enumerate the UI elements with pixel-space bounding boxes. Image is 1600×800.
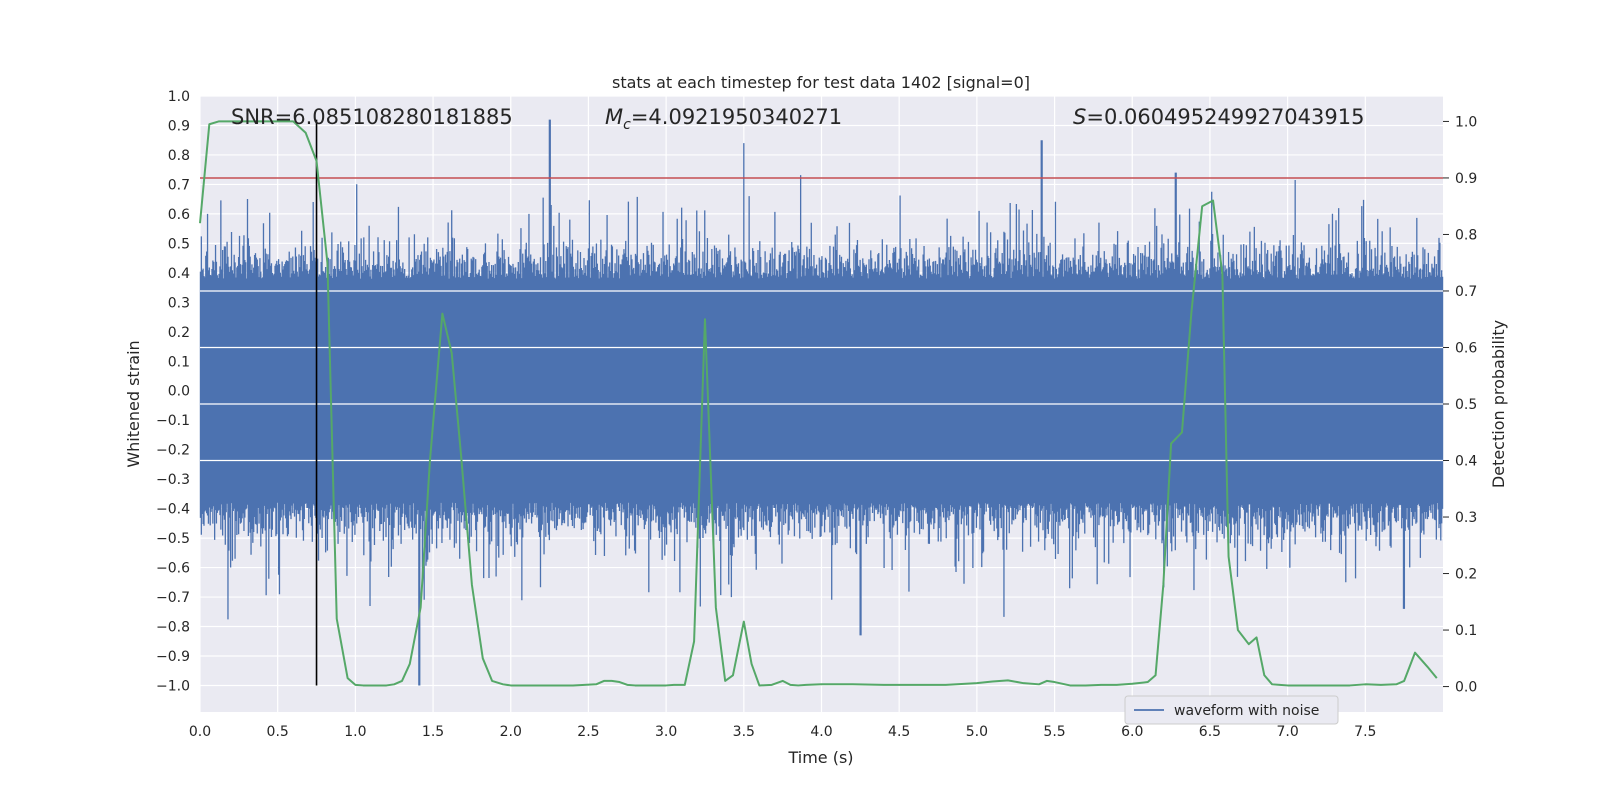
y-tick-label: −0.4 <box>156 502 190 518</box>
y2-tick-labels: 1.0 0.9 0.8 0.7 0.6 0.5 0.4 0.3 0.2 0.1 0.0 <box>1443 114 1477 696</box>
y2-tick-label: 1.0 <box>1455 114 1477 130</box>
y-tick-label: 0.7 <box>168 177 190 193</box>
y2-tick-label: 0.7 <box>1455 284 1477 300</box>
y-tick-label: −0.6 <box>156 561 190 577</box>
y2-tick-label: 0.9 <box>1455 171 1477 187</box>
y2-tick-label: 0.2 <box>1455 567 1477 583</box>
y2-tick-label: 0.3 <box>1455 510 1477 526</box>
waveform-core-edge <box>200 325 1443 457</box>
y-tick-label: 0.8 <box>168 148 190 164</box>
x-tick-label: 0.5 <box>267 724 289 740</box>
y-tick-label: 0.6 <box>168 207 190 223</box>
x-tick-label: 1.0 <box>344 724 366 740</box>
y-tick-label: 0.9 <box>168 118 190 134</box>
x-tick-label: 3.5 <box>733 724 755 740</box>
overlay-lines <box>199 119 1443 687</box>
y-tick-label: −0.9 <box>156 649 190 665</box>
y2-tick-label: 0.6 <box>1455 340 1477 356</box>
y-tick-label: 0.0 <box>168 384 190 400</box>
y-tick-label: 0.4 <box>168 266 190 282</box>
x-tick-label: 4.5 <box>888 724 910 740</box>
y-tick-label: −0.2 <box>156 443 190 459</box>
s-value: =0.060495249927043915 <box>1086 105 1364 129</box>
x-tick-label: 3.0 <box>655 724 677 740</box>
x-tick-label: 5.0 <box>966 724 988 740</box>
x-tick-label: 7.5 <box>1354 724 1376 740</box>
snr-annotation: SNR=6.085108280181885 <box>231 105 513 129</box>
y-tick-label: −0.7 <box>156 590 190 606</box>
y-axis-label: Whitened strain <box>124 340 143 467</box>
y-tick-label: 0.5 <box>168 236 190 252</box>
y2-tick-label: 0.8 <box>1455 227 1477 243</box>
y-tick-label: 0.3 <box>168 295 190 311</box>
x-tick-label: 6.5 <box>1199 724 1221 740</box>
y2-tick-label: 0.4 <box>1455 454 1477 470</box>
y2-tick-label: 0.1 <box>1455 623 1477 639</box>
mc-symbol: M <box>605 105 623 129</box>
s-annotation: S=0.060495249927043915 <box>1073 105 1364 129</box>
y-tick-labels: 1.0 0.9 0.8 0.7 0.6 0.5 0.4 0.3 0.2 0.1 0.0 −0.1 −0.… <box>156 89 190 694</box>
x-tick-label: 6.0 <box>1121 724 1143 740</box>
y-tick-label: −0.5 <box>156 531 190 547</box>
mc-annotation: Mc=4.0921950340271 <box>605 105 842 133</box>
y2-tick-label: 0.5 <box>1455 397 1477 413</box>
legend-box <box>1124 695 1339 725</box>
chart-title: stats at each timestep for test data 140… <box>612 73 1030 92</box>
detection-probability-line <box>199 120 1438 687</box>
x-axis-label: Time (s) <box>787 748 853 767</box>
x-tick-label: 5.5 <box>1043 724 1065 740</box>
y2-tick-label: 0.0 <box>1455 680 1477 696</box>
y-tick-label: 0.1 <box>168 354 190 370</box>
y-tick-label: −0.8 <box>156 620 190 636</box>
x-tick-label: 1.5 <box>422 724 444 740</box>
x-tick-label: 4.0 <box>810 724 832 740</box>
mc-value: =4.0921950340271 <box>631 105 842 129</box>
x-tick-label: 2.0 <box>500 724 522 740</box>
y-tick-label: −0.1 <box>156 413 190 429</box>
y-tick-label: 1.0 <box>168 89 190 105</box>
s-symbol: S <box>1073 105 1086 129</box>
x-tick-labels: 0.0 0.5 1.0 1.5 2.0 2.5 3.0 3.5 4.0 4.5 5.0 5.5 6.0 6… <box>189 724 1377 740</box>
x-tick-label: 7.0 <box>1276 724 1298 740</box>
x-tick-label: 0.0 <box>189 724 211 740</box>
y-tick-label: −0.3 <box>156 472 190 488</box>
x-tick-label: 2.5 <box>577 724 599 740</box>
y2-axis-label: Detection probability <box>1489 320 1508 488</box>
y-tick-label: 0.2 <box>168 325 190 341</box>
legend: waveform with noise <box>1124 695 1339 725</box>
mc-subscript: c <box>623 117 631 133</box>
legend-label: waveform with noise <box>1174 703 1319 719</box>
y-tick-label: −1.0 <box>156 678 190 694</box>
waveform-core-band <box>200 325 1443 456</box>
